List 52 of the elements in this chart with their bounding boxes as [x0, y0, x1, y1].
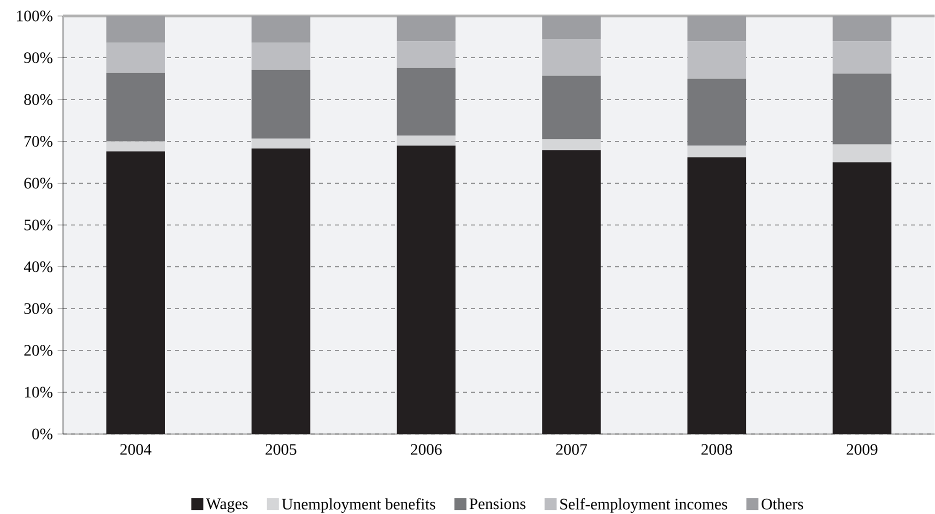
bar: [252, 16, 310, 43]
bar: [832, 144, 892, 162]
bar: [396, 16, 456, 42]
bar: [396, 136, 456, 146]
y-tick-label: 10%: [25, 386, 52, 398]
legend-label: Wages: [206, 498, 248, 512]
bar: [542, 150, 601, 434]
bar: [832, 74, 892, 144]
x-tick-label: 2004: [120, 444, 152, 455]
y-tick-label: 0%: [32, 428, 52, 440]
x-tick-label: 2006: [410, 444, 442, 455]
y-tick-label: 20%: [24, 344, 52, 356]
y-tick-label: 30%: [24, 303, 52, 314]
bar: [687, 16, 746, 42]
x-tick-label: 2009: [846, 444, 878, 455]
legend-label: Self-employment incomes: [560, 498, 728, 513]
bar: [396, 68, 456, 136]
bar: [832, 162, 892, 434]
y-tick-label: 70%: [24, 136, 52, 147]
bar: [542, 16, 601, 39]
bar: [396, 146, 456, 434]
bar: [832, 41, 892, 74]
bar: [106, 141, 165, 152]
bar: [542, 38, 601, 76]
bar: [687, 41, 746, 79]
legend-label: Others: [762, 498, 804, 510]
bar: [542, 76, 601, 140]
x-tick-label: 2005: [266, 444, 296, 455]
legend-label: Pensions: [470, 498, 526, 510]
bar: [396, 41, 456, 68]
bar: [687, 157, 746, 434]
x-tick-label: 2007: [556, 444, 587, 455]
bar: [252, 42, 310, 70]
y-tick-label: 60%: [24, 178, 52, 189]
bar: [252, 138, 310, 149]
bar: [687, 78, 746, 146]
x-tick-label: 2008: [701, 444, 732, 455]
bar: [106, 42, 165, 73]
y-tick-label: 100%: [17, 10, 52, 22]
bar: [106, 151, 165, 434]
bar: [832, 16, 892, 42]
y-tick-label: 40%: [24, 261, 52, 272]
y-tick-label: 50%: [24, 220, 52, 230]
bar: [106, 16, 165, 43]
y-tick-label: 80%: [24, 94, 52, 106]
legend-label: Unemployment benefits: [282, 498, 436, 513]
bar: [687, 146, 746, 158]
y-tick-label: 90%: [24, 52, 52, 64]
bar: [106, 72, 165, 142]
bar: [252, 70, 310, 138]
bar: [542, 139, 601, 150]
bar: [252, 148, 310, 434]
